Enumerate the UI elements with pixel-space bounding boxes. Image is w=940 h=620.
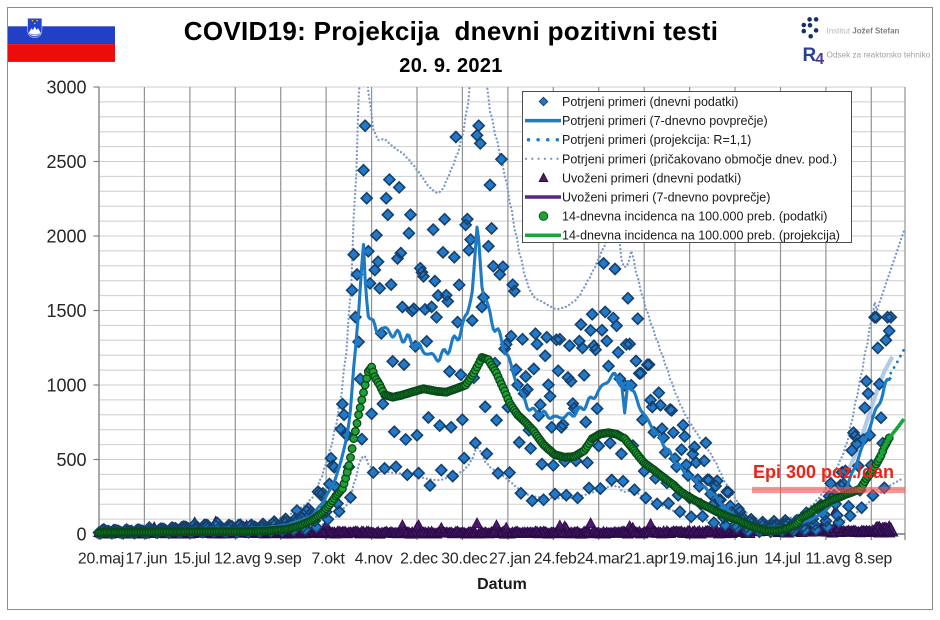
svg-text:14-dnevna incidenca na 100.000: 14-dnevna incidenca na 100.000 preb. (po…: [562, 210, 827, 224]
svg-text:Odsek za reaktorsko tehniko: Odsek za reaktorsko tehniko: [827, 51, 931, 60]
svg-text:11.avg: 11.avg: [805, 551, 850, 568]
svg-text:Potrjeni primeri (dnevni podat: Potrjeni primeri (dnevni podatki): [562, 95, 738, 109]
svg-text:3000: 3000: [46, 77, 86, 97]
svg-text:1500: 1500: [46, 301, 86, 321]
svg-text:16.jun: 16.jun: [716, 551, 758, 568]
svg-text:Potrjeni primeri (pričakovano: Potrjeni primeri (pričakovano območje dn…: [562, 152, 837, 166]
svg-text:R4: R4: [803, 45, 825, 68]
svg-text:17.jun: 17.jun: [125, 551, 167, 568]
svg-text:19.maj: 19.maj: [668, 551, 714, 568]
svg-text:30.dec: 30.dec: [441, 551, 488, 568]
svg-text:24.feb: 24.feb: [534, 551, 577, 568]
svg-text:7.okt: 7.okt: [311, 551, 345, 568]
svg-text:Institut Jožef Stefan: Institut Jožef Stefan: [827, 27, 900, 36]
svg-text:14.jul: 14.jul: [764, 551, 801, 568]
svg-text:Epi 300 poz./dan: Epi 300 poz./dan: [753, 462, 894, 482]
svg-text:15.jul: 15.jul: [174, 551, 211, 568]
svg-text:20.maj: 20.maj: [78, 551, 124, 568]
svg-text:Potrjeni primeri (projekcija:: Potrjeni primeri (projekcija: R=1,1): [562, 133, 751, 147]
svg-text:4.nov: 4.nov: [355, 551, 393, 568]
svg-text:500: 500: [56, 450, 86, 470]
svg-text:2.dec: 2.dec: [400, 551, 438, 568]
svg-text:12.avg: 12.avg: [214, 551, 260, 568]
svg-text:1000: 1000: [46, 375, 86, 395]
svg-text:8.sep: 8.sep: [854, 551, 892, 568]
svg-text:Potrjeni primeri (7-dnevno pov: Potrjeni primeri (7-dnevno povprečje): [562, 114, 768, 128]
svg-text:2500: 2500: [46, 152, 86, 172]
svg-text:21.apr: 21.apr: [624, 551, 668, 568]
svg-text:14-dnevna incidenca na 100.000: 14-dnevna incidenca na 100.000 preb. (pr…: [562, 229, 840, 243]
svg-text:Datum: Datum: [477, 576, 527, 593]
svg-text:9.sep: 9.sep: [264, 551, 302, 568]
svg-text:27.jan: 27.jan: [489, 551, 531, 568]
svg-text:Uvoženi primeri (7-dnevno povp: Uvoženi primeri (7-dnevno povprečje): [562, 191, 770, 205]
svg-text:0: 0: [76, 524, 86, 544]
svg-text:Uvoženi primeri (dnevni podatk: Uvoženi primeri (dnevni podatki): [562, 171, 741, 185]
svg-text:24.mar: 24.mar: [577, 551, 625, 568]
svg-text:2000: 2000: [46, 226, 86, 246]
